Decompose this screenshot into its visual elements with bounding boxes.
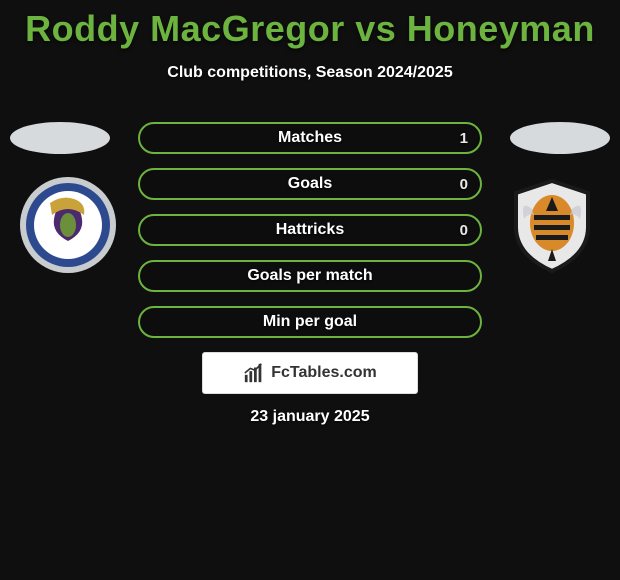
stat-row: Matches1 — [138, 122, 482, 154]
date-line: 23 january 2025 — [0, 408, 620, 426]
stats-container: Matches1Goals0Hattricks0Goals per matchM… — [138, 122, 482, 352]
stat-label: Min per goal — [140, 308, 480, 336]
player-avatar-right — [510, 122, 610, 154]
club-badge-left — [18, 175, 118, 275]
stat-value-right: 0 — [460, 216, 468, 244]
page-title: Roddy MacGregor vs Honeyman — [0, 0, 620, 50]
brand-text: FcTables.com — [271, 364, 377, 382]
stat-label: Goals per match — [140, 262, 480, 290]
club-badge-right — [502, 175, 602, 275]
stat-row: Goals per match — [138, 260, 482, 292]
stat-label: Hattricks — [140, 216, 480, 244]
stat-row: Min per goal — [138, 306, 482, 338]
brand-box: FcTables.com — [202, 352, 418, 394]
stat-row: Goals0 — [138, 168, 482, 200]
player-avatar-left — [10, 122, 110, 154]
stat-label: Goals — [140, 170, 480, 198]
stat-row: Hattricks0 — [138, 214, 482, 246]
stat-label: Matches — [140, 124, 480, 152]
stat-value-right: 0 — [460, 170, 468, 198]
stat-value-right: 1 — [460, 124, 468, 152]
chart-icon — [243, 362, 265, 384]
subtitle: Club competitions, Season 2024/2025 — [0, 64, 620, 82]
